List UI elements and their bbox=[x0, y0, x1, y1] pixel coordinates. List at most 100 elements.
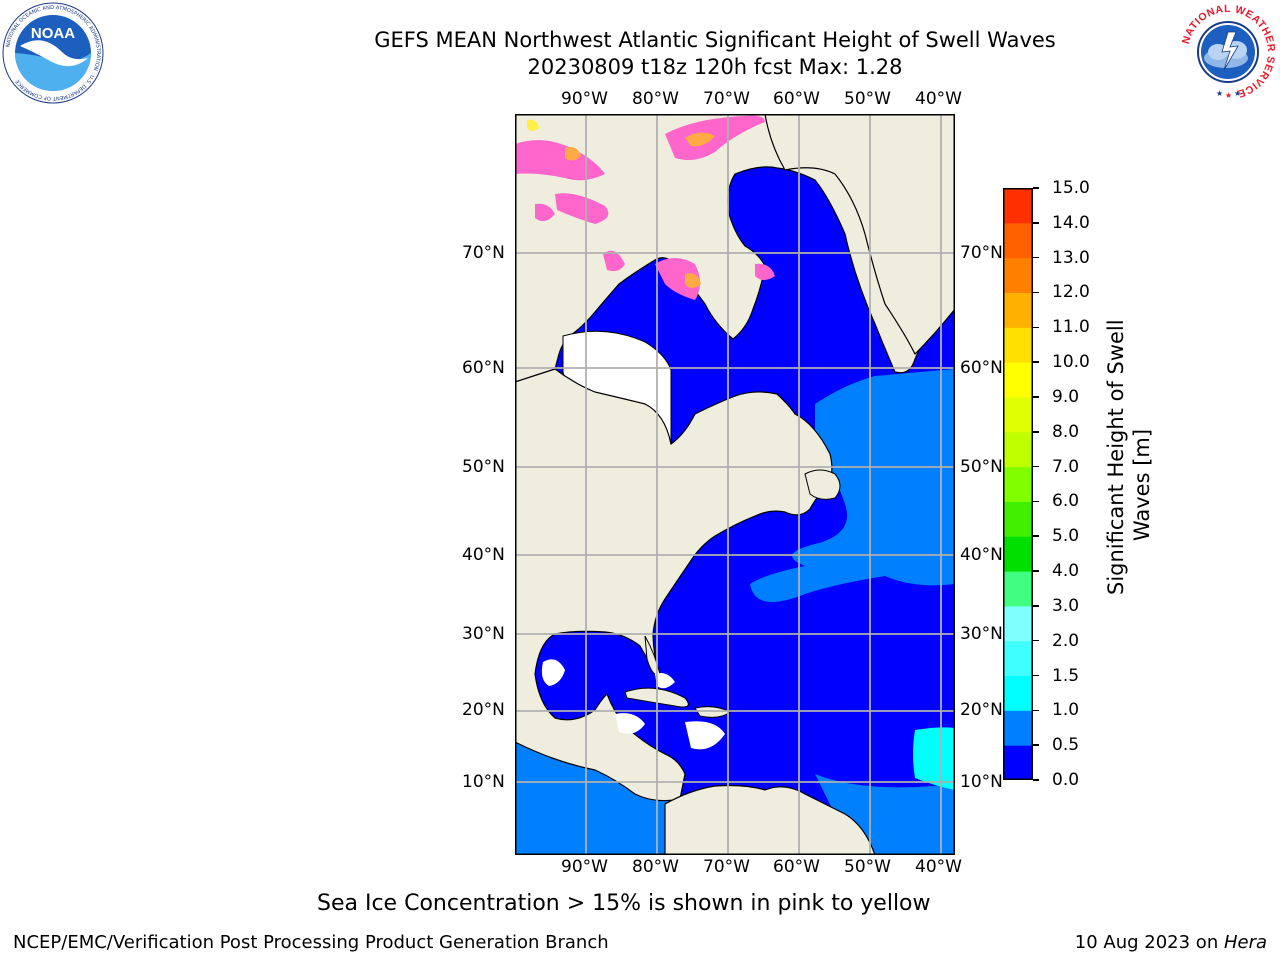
lon-label-top: 90°W bbox=[561, 89, 608, 109]
lat-label-right: 40°N bbox=[960, 545, 1003, 565]
lon-label-top: 50°W bbox=[844, 89, 891, 109]
colorbar-tick-label: 13.0 bbox=[1052, 247, 1090, 268]
svg-text:★: ★ bbox=[1225, 91, 1232, 100]
sea-ice bbox=[515, 115, 775, 300]
colorbar-segment bbox=[1003, 640, 1033, 677]
lat-label-right: 50°N bbox=[960, 457, 1003, 477]
colorbar-label-line1: Significant Height of Swell bbox=[1104, 319, 1128, 595]
svg-text:★: ★ bbox=[1216, 89, 1223, 98]
graticule bbox=[515, 114, 955, 855]
lon-label-bottom: 60°W bbox=[773, 857, 820, 877]
land-south-america bbox=[664, 784, 876, 855]
map-frame bbox=[515, 114, 955, 855]
sea-ice-caption: Sea Ice Concentration > 15% is shown in … bbox=[317, 891, 931, 916]
colorbar-tick-mark bbox=[1033, 326, 1039, 329]
colorbar-svg bbox=[1003, 188, 1033, 781]
colorbar-segment bbox=[1003, 292, 1033, 328]
lat-label-left: 50°N bbox=[462, 457, 505, 477]
colorbar-tick-label: 15.0 bbox=[1052, 178, 1090, 198]
lat-label-left: 20°N bbox=[462, 700, 505, 720]
colorbar-tick-mark bbox=[1033, 500, 1039, 503]
svg-text:★: ★ bbox=[1234, 89, 1241, 98]
colorbar bbox=[1003, 188, 1033, 781]
footer-host: Hera bbox=[1223, 932, 1267, 953]
colorbar-frame bbox=[1003, 188, 1033, 780]
colorbar-segment bbox=[1003, 222, 1033, 259]
footer-right: 10 Aug 2023 on Hera bbox=[1075, 932, 1267, 954]
colorbar-segment bbox=[1003, 257, 1033, 293]
lat-label-right: 30°N bbox=[960, 624, 1003, 644]
colorbar-tick-label: 0.0 bbox=[1052, 770, 1080, 790]
colorbar-segment bbox=[1003, 188, 1033, 224]
chart-subtitle: 20230809 t18z 120h fcst Max: 1.28 bbox=[527, 55, 903, 79]
colorbar-tick-mark bbox=[1033, 361, 1039, 363]
colorbar-segment bbox=[1003, 605, 1033, 642]
map-svg bbox=[515, 114, 955, 855]
colorbar-tick-mark bbox=[1033, 744, 1039, 746]
colorbar-tick-mark bbox=[1033, 779, 1039, 781]
mask-caribbean bbox=[685, 721, 725, 750]
colorbar-tick-mark bbox=[1033, 291, 1039, 294]
colorbar-segment bbox=[1003, 536, 1033, 572]
nws-logo: NATIONAL WEATHER SERVICE ★ ★ ★ bbox=[1178, 2, 1278, 102]
colorbar-tick-label: 5.0 bbox=[1052, 526, 1080, 547]
colorbar-tick-mark bbox=[1033, 465, 1039, 468]
lon-label-bottom: 70°W bbox=[703, 857, 750, 877]
colorbar-segment bbox=[1003, 362, 1033, 398]
colorbar-tick-label: 14.0 bbox=[1052, 212, 1090, 233]
colorbar-tick-label: 6.0 bbox=[1052, 491, 1080, 512]
colorbar-tick-mark bbox=[1033, 709, 1039, 712]
lat-label-right: 60°N bbox=[960, 358, 1003, 378]
footer-date: 10 Aug 2023 on bbox=[1074, 932, 1224, 953]
colorbar-tick-label: 0.5 bbox=[1052, 735, 1080, 756]
lon-label-bottom: 40°W bbox=[915, 857, 962, 877]
colorbar-tick-label: 10.0 bbox=[1052, 352, 1090, 373]
swell-region-10-15 bbox=[913, 727, 955, 790]
colorbar-label-line2: Waves [m] bbox=[1130, 428, 1154, 542]
colorbar-tick-label: 1.5 bbox=[1052, 665, 1080, 686]
mask-gulf bbox=[541, 659, 565, 686]
lon-label-bottom: 80°W bbox=[632, 857, 679, 877]
colorbar-tick-label: 9.0 bbox=[1052, 386, 1080, 407]
colorbar-segment bbox=[1003, 571, 1033, 607]
lat-label-right: 10°N bbox=[960, 772, 1003, 792]
land-hispaniola bbox=[694, 706, 731, 718]
lon-label-top: 80°W bbox=[632, 89, 679, 109]
mask-caribbean bbox=[655, 673, 675, 689]
colorbar-tick-label: 12.0 bbox=[1052, 282, 1090, 303]
colorbar-tick-mark bbox=[1033, 396, 1039, 398]
colorbar-tick-mark bbox=[1033, 222, 1039, 224]
lon-label-top: 70°W bbox=[703, 89, 750, 109]
colorbar-segment bbox=[1003, 675, 1033, 711]
colorbar-tick-label: 1.0 bbox=[1052, 700, 1080, 721]
colorbar-tick-label: 4.0 bbox=[1052, 561, 1080, 582]
colorbar-tick-mark bbox=[1033, 570, 1039, 572]
land-greenland bbox=[764, 114, 955, 356]
lat-label-left: 60°N bbox=[462, 358, 505, 378]
lat-label-right: 20°N bbox=[960, 700, 1003, 720]
colorbar-tick-mark bbox=[1033, 187, 1039, 189]
lat-label-left: 30°N bbox=[462, 624, 505, 644]
colorbar-segment bbox=[1003, 745, 1033, 781]
colorbar-tick-mark bbox=[1033, 256, 1039, 259]
colorbar-tick-mark bbox=[1033, 639, 1039, 642]
lon-label-top: 40°W bbox=[915, 89, 962, 109]
noaa-logo-text: NOAA bbox=[31, 25, 75, 42]
colorbar-segment bbox=[1003, 710, 1033, 746]
colorbar-tick-label: 8.0 bbox=[1052, 421, 1080, 442]
colorbar-tick-label: 11.0 bbox=[1052, 317, 1090, 338]
lon-label-bottom: 90°W bbox=[561, 857, 608, 877]
colorbar-segment bbox=[1003, 431, 1033, 468]
chart-title: GEFS MEAN Northwest Atlantic Significant… bbox=[374, 28, 1056, 52]
land-newfoundland bbox=[804, 469, 841, 500]
lon-label-bottom: 50°W bbox=[844, 857, 891, 877]
lat-label-left: 10°N bbox=[462, 772, 505, 792]
colorbar-segment bbox=[1003, 327, 1033, 363]
lat-label-right: 70°N bbox=[960, 243, 1003, 263]
lat-label-left: 40°N bbox=[462, 545, 505, 565]
lat-label-left: 70°N bbox=[462, 243, 505, 263]
colorbar-label: Significant Height of Swell Waves [m] bbox=[1103, 319, 1159, 595]
noaa-logo: NOAA NATIONAL OCEANIC AND ATMOSPHERIC AD… bbox=[2, 2, 104, 104]
colorbar-segment bbox=[1003, 501, 1033, 537]
